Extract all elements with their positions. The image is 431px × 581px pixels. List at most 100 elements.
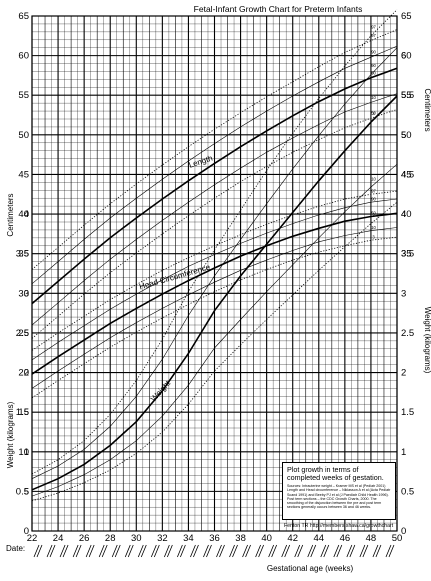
y-tick-label-cm-right: 40	[401, 209, 412, 220]
y-tick-label-cm-left: 25	[18, 328, 29, 339]
percentile-label-head-circumference-97: 97	[371, 188, 376, 193]
series-line-length-3	[31, 109, 398, 339]
date-slash	[232, 544, 238, 558]
date-slash	[49, 544, 56, 558]
x-tick-label: 22	[27, 533, 38, 544]
y-axis-label-kg-left: Weight (kilograms)	[6, 401, 15, 468]
date-slash	[137, 544, 144, 558]
y-tick-label-cm-left: 15	[18, 407, 29, 418]
date-slash	[216, 544, 222, 558]
date-slash	[268, 544, 275, 558]
date-row	[33, 544, 395, 558]
y-tick-label-kg-left: 3.5	[16, 249, 29, 260]
grid	[31, 15, 398, 532]
y-tick-label-cm-left: 30	[18, 288, 29, 299]
y-tick-label-cm-right: 55	[401, 90, 412, 101]
series-lines	[31, 9, 398, 502]
x-tick-label: 44	[313, 533, 324, 544]
percentile-label-length-97: 97	[371, 33, 376, 38]
y-tick-label-kg-right: 0.5	[401, 486, 414, 497]
y-tick-label-cm-left: 40	[18, 209, 29, 220]
percentile-label-head-circumference-10: 10	[371, 225, 376, 230]
date-slash	[349, 544, 356, 558]
y-tick-label-cm-right: 35	[401, 249, 412, 260]
date-label: Date:	[6, 544, 25, 553]
y-tick-label-kg-left: 2.5	[16, 328, 29, 339]
date-slash	[362, 544, 369, 558]
date-slash	[320, 544, 327, 558]
y-tick-label-cm-left: 5	[24, 486, 29, 497]
y-tick-label-kg-left: 4	[24, 209, 29, 220]
date-slash	[101, 544, 108, 558]
y-tick-label-kg-left: 1.5	[16, 407, 29, 418]
y-tick-label-kg-right: 4.5	[401, 169, 414, 180]
date-slash	[375, 544, 382, 558]
date-slash	[153, 544, 160, 558]
date-slash	[281, 544, 288, 558]
date-slash	[85, 544, 92, 558]
series-line-weight-50	[31, 95, 398, 491]
date-slash	[124, 544, 131, 558]
date-slash	[245, 544, 251, 558]
date-slash	[297, 544, 304, 558]
credit-text: Fenton TR http://members.shaw.ca/growthc…	[284, 523, 394, 529]
series-line-length-97	[31, 29, 398, 270]
y-tick-label-cm-left: 45	[18, 169, 29, 180]
date-slash	[242, 544, 248, 558]
percentile-label-length-50: 50	[371, 70, 376, 75]
y-tick-label-kg-left: 0.5	[16, 486, 29, 497]
date-slash	[346, 544, 353, 558]
date-slash	[372, 544, 379, 558]
annotation-box: Plot growth in terms of completed weeks …	[282, 462, 396, 520]
x-tick-label: 26	[79, 533, 90, 544]
date-slash	[359, 544, 366, 558]
date-slash	[271, 544, 278, 558]
percentile-label-length-3: 3	[372, 111, 375, 116]
date-slash	[111, 544, 118, 558]
y-tick-label-cm-right: 60	[401, 51, 412, 62]
date-slash	[127, 544, 134, 558]
date-slash	[36, 544, 43, 558]
date-slash	[206, 544, 212, 558]
percentile-label-length-90: 90	[371, 49, 376, 54]
percentile-label-weight-3: 3	[372, 213, 375, 218]
x-tick-label: 38	[235, 533, 246, 544]
date-slash	[336, 544, 343, 558]
x-tick-label: 34	[183, 533, 194, 544]
y-tick-label-kg-left: 0	[24, 526, 29, 537]
date-slash	[310, 544, 317, 558]
y-tick-label-kg-left: 1	[24, 447, 29, 458]
plot-frame	[31, 15, 398, 532]
date-slash	[177, 544, 183, 558]
y-tick-label-cm-right: 65	[401, 11, 412, 22]
series-line-head-circumference-50	[31, 212, 398, 375]
date-slash	[166, 544, 173, 558]
date-slash	[72, 544, 79, 558]
date-slash	[193, 544, 199, 558]
percentile-label-weight-50: 50	[371, 111, 376, 116]
series-line-length-10	[31, 93, 398, 326]
y-tick-label-cm-left: 65	[18, 11, 29, 22]
y-tick-label-kg-right: 6	[401, 51, 406, 62]
y-tick-label-cm-right: 50	[401, 130, 412, 141]
y-tick-label-kg-right: 5	[401, 130, 406, 141]
date-slash	[62, 544, 69, 558]
x-tick-label: 36	[209, 533, 220, 544]
series-line-weight-90	[31, 47, 398, 479]
date-slash	[180, 544, 186, 558]
x-tick-label: 42	[287, 533, 298, 544]
y-tick-label-cm-left: 35	[18, 249, 29, 260]
y-tick-label-kg-right: 3	[401, 288, 406, 299]
date-slash	[59, 544, 66, 558]
series-line-head-circumference-97	[31, 190, 398, 351]
y-tick-label-cm-left: 20	[18, 368, 29, 379]
date-slash	[385, 544, 392, 558]
y-axis-label-cm-left: Centimeters	[6, 193, 15, 236]
series-line-head-circumference-90	[31, 198, 398, 361]
x-axis-label: Gestational age (weeks)	[267, 564, 354, 573]
percentile-label-weight-97: 97	[371, 24, 376, 29]
date-slash	[114, 544, 121, 558]
date-slash	[190, 544, 196, 558]
percentile-label-head-circumference-50: 50	[371, 211, 376, 216]
